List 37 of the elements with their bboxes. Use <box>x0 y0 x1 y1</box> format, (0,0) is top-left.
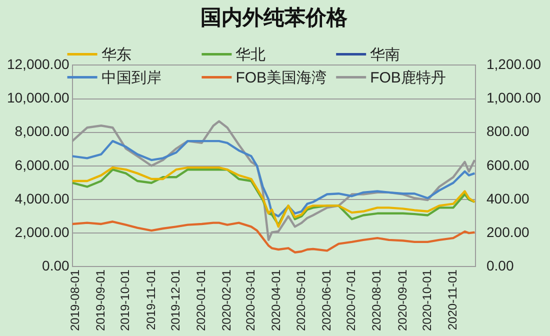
x-tick-label: 2020-06-01 <box>319 269 334 332</box>
y-tick-label: 10,000.00 <box>6 90 70 106</box>
x-tick-label: 2020-01-01 <box>194 269 208 332</box>
x-tick-label: 2020-03-01 <box>244 269 258 332</box>
legend-label: 中国到岸 <box>101 69 162 86</box>
y-tick-label: 12,000.00 <box>6 56 70 72</box>
x-tick-label: 2019-10-01 <box>118 269 132 332</box>
legend-label: 华北 <box>236 46 266 64</box>
y2-tick-label: 0.00 <box>486 257 514 274</box>
y-tick-label: 4,000.00 <box>14 190 70 206</box>
y2-tick-label: 600.00 <box>486 156 530 173</box>
y-tick-label: 0.00 <box>42 257 70 274</box>
x-tick-label: 2019-08-01 <box>68 269 82 332</box>
y-tick-label: 6,000.00 <box>14 156 70 173</box>
y2-tick-label: 400.00 <box>486 190 530 206</box>
x-tick-label: 2019-09-01 <box>93 269 108 332</box>
legend-label: 华东 <box>101 46 132 64</box>
x-tick-label: 2020-11-01 <box>446 269 460 330</box>
x-tick-label: 2020-10-01 <box>420 269 434 332</box>
y2-tick-label: 1,000.00 <box>486 90 542 106</box>
y-tick-label: 8,000.00 <box>14 123 70 140</box>
legend-label: 华南 <box>370 46 400 64</box>
y-tick-label: 2,000.00 <box>14 224 70 240</box>
x-tick-label: 2020-05-01 <box>294 269 308 332</box>
chart-title: 国内外纯苯价格 <box>200 6 348 30</box>
x-tick-label: 2020-07-01 <box>344 269 358 332</box>
y2-tick-label: 200.00 <box>486 224 530 240</box>
x-tick-label: 2019-12-01 <box>168 269 182 332</box>
x-tick-label: 2019-11-01 <box>144 269 158 330</box>
legend-label: FOB鹿特丹 <box>370 69 446 86</box>
x-tick-label: 2020-09-01 <box>395 269 410 332</box>
y2-tick-label: 1,200.00 <box>486 56 542 72</box>
y2-tick-label: 800.00 <box>486 123 530 140</box>
x-tick-label: 2020-02-01 <box>220 269 234 332</box>
x-tick-label: 2020-04-01 <box>269 269 284 332</box>
legend-label: FOB美国海湾 <box>236 69 327 86</box>
x-tick-label: 2020-08-01 <box>370 269 384 332</box>
